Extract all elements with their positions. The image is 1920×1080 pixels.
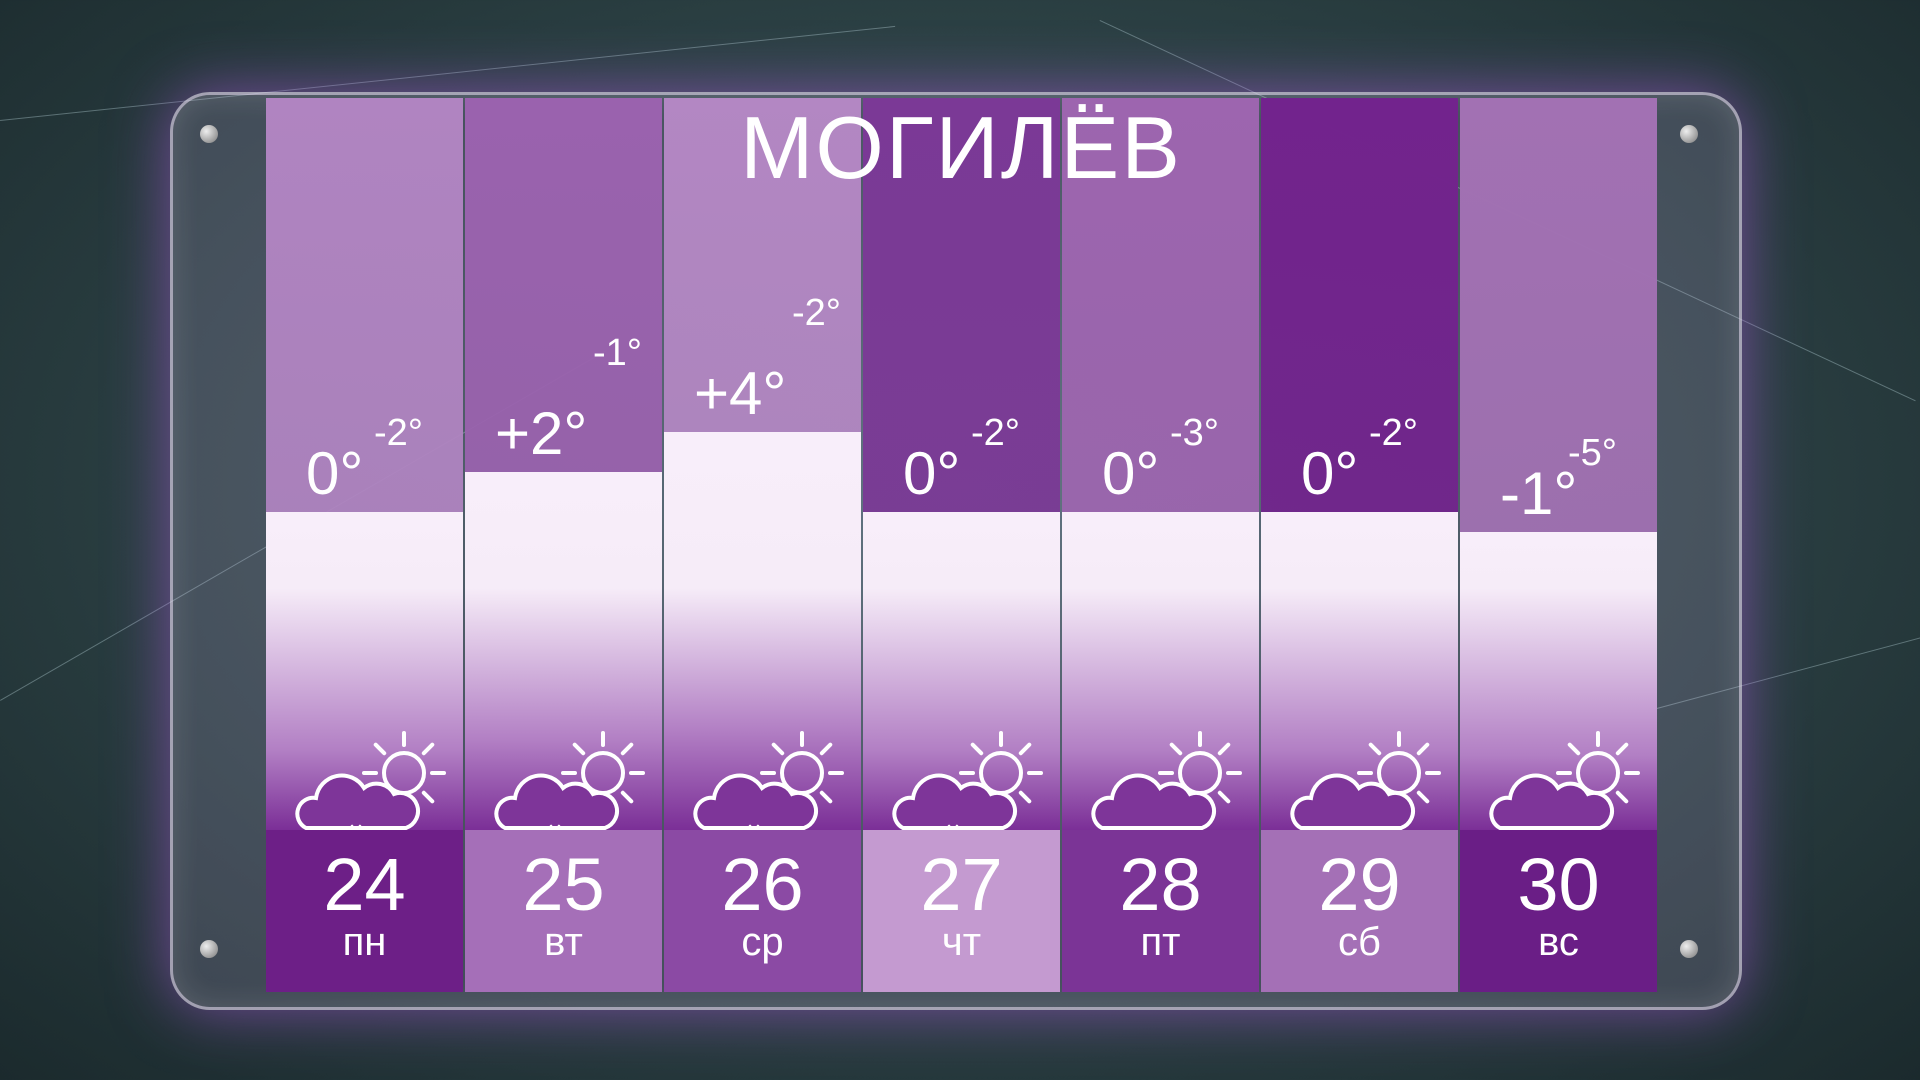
night-temperature: -1° <box>593 332 642 374</box>
night-temperature: -3° <box>1170 412 1219 454</box>
screw-icon <box>200 125 218 143</box>
day-column: -1° -5° 30 вс <box>1460 98 1657 992</box>
date-number: 27 <box>920 843 1003 926</box>
day-temperature: +4° <box>694 360 787 427</box>
temperature-bar <box>664 432 861 830</box>
column-background <box>1460 98 1657 532</box>
column-background <box>1261 98 1458 512</box>
date-cell: 29 сб <box>1261 830 1458 992</box>
day-column: 0° -2° 24 пн <box>266 98 463 992</box>
screw-icon <box>200 940 218 958</box>
temperature-label: 0° -2° <box>1261 384 1458 504</box>
temperature-label: 0° -2° <box>863 384 1060 504</box>
day-column: 0° -3° 28 пт <box>1062 98 1259 992</box>
date-cell: 24 пн <box>266 830 463 992</box>
forecast-board: 0° -2° 24 пн +2° -1° 25 вт +4° -2° 26 ср <box>266 98 1657 992</box>
date-cell: 25 вт <box>465 830 662 992</box>
day-column: +2° -1° 25 вт <box>465 98 662 992</box>
temperature-label: +2° -1° <box>465 334 662 467</box>
date-number: 25 <box>522 843 605 926</box>
weekday: пт <box>1140 920 1181 964</box>
day-temperature: -1° <box>1500 460 1578 527</box>
temperature-label: 0° -3° <box>1062 384 1259 504</box>
temperature-bar <box>1261 512 1458 830</box>
day-column: +4° -2° 26 ср <box>664 98 861 992</box>
night-temperature: -2° <box>971 412 1020 454</box>
date-number: 26 <box>721 843 804 926</box>
day-temperature: 0° <box>903 440 961 507</box>
cloud-sun-icon <box>1261 728 1458 898</box>
cloud-sun-icon <box>1062 728 1259 898</box>
column-background <box>1062 98 1259 512</box>
weekday: ср <box>741 920 784 964</box>
column-background <box>266 98 463 512</box>
day-column: 0° -2° 29 сб <box>1261 98 1458 992</box>
day-temperature: +2° <box>495 400 588 467</box>
date-number: 24 <box>323 843 406 926</box>
weekday: вс <box>1538 920 1579 964</box>
cloud-sun-icon <box>1460 728 1657 898</box>
day-temperature: 0° <box>306 440 364 507</box>
temperature-label: +4° -2° <box>664 294 861 427</box>
screw-icon <box>1680 125 1698 143</box>
night-temperature: -2° <box>374 412 423 454</box>
weekday: чт <box>941 920 982 964</box>
column-background <box>664 98 861 432</box>
city-title: МОГИЛЁВ <box>740 98 1182 197</box>
temperature-bar <box>1062 512 1259 830</box>
date-number: 29 <box>1318 843 1401 926</box>
day-temperature: 0° <box>1301 440 1359 507</box>
day-column: 0° -2° 27 чт <box>863 98 1060 992</box>
screw-icon <box>1680 940 1698 958</box>
weekday: вт <box>544 920 583 964</box>
temperature-label: 0° -2° <box>266 384 463 504</box>
weekday: пн <box>342 920 387 964</box>
column-background <box>863 98 1060 512</box>
date-number: 28 <box>1119 843 1202 926</box>
temperature-label: -1° -5° <box>1460 404 1657 524</box>
column-background <box>465 98 662 472</box>
night-temperature: -5° <box>1568 432 1617 474</box>
date-number: 30 <box>1517 843 1600 926</box>
date-cell: 28 пт <box>1062 830 1259 992</box>
night-temperature: -2° <box>1369 412 1418 454</box>
temperature-bar <box>266 512 463 830</box>
day-temperature: 0° <box>1102 440 1160 507</box>
temperature-bar <box>465 472 662 830</box>
date-cell: 30 вс <box>1460 830 1657 992</box>
date-cell: 26 ср <box>664 830 861 992</box>
night-temperature: -2° <box>792 292 841 334</box>
date-cell: 27 чт <box>863 830 1060 992</box>
weekday: сб <box>1338 920 1381 964</box>
temperature-bar <box>1460 532 1657 830</box>
temperature-bar <box>863 512 1060 830</box>
